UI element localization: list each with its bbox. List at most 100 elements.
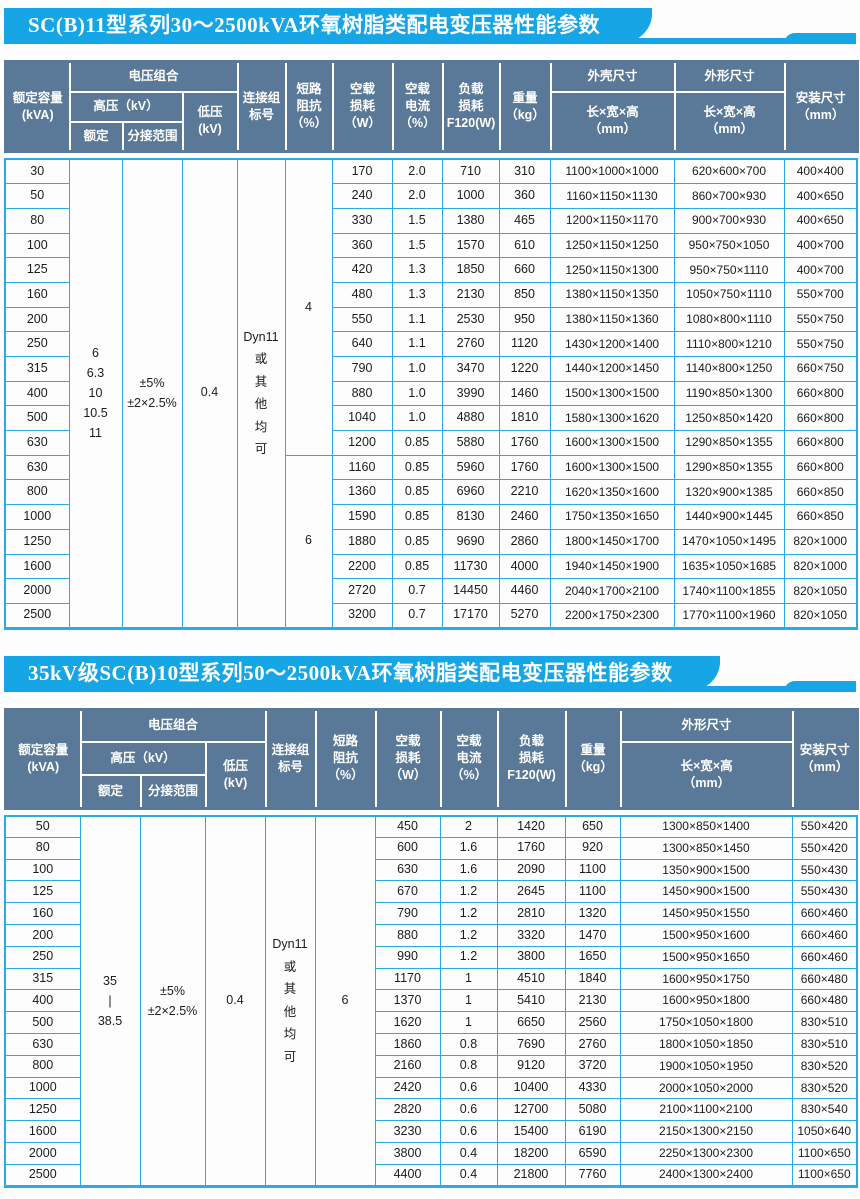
table-cell: 4	[284, 158, 333, 456]
table-cell: 1140×800×1250	[673, 356, 785, 382]
table-cell: 2	[439, 815, 498, 838]
table-cell: 1900×1050×1950	[619, 1054, 793, 1078]
table-cell: 170	[331, 158, 393, 185]
table-cell: 2210	[498, 479, 551, 506]
table-cell: 1	[439, 967, 498, 991]
table-cell: 670	[374, 880, 441, 904]
table-cell: 1200×1150×1170	[549, 207, 675, 234]
table-cell: 4000	[498, 553, 551, 580]
table-row: 125 420 1.3 1850 660 1250×1150×1300 950×750×11…	[4, 257, 858, 283]
table-cell: 2810	[496, 902, 566, 926]
table-cell: 5880	[441, 430, 500, 456]
table-cell: 1360	[331, 479, 393, 506]
table-cell: 550	[331, 306, 393, 333]
table-row: 100 360 1.5 1570 610 1250×1150×1250 950×750×10…	[4, 232, 858, 259]
table-cell: Dyn11 或 其 他 均 可	[236, 158, 286, 629]
table2-body: 50 35 | 38.5 ±5% ±2×2.5% 0.4 Dyn11 或 其 他 均 可…	[4, 814, 858, 1188]
header-row-1: 额定容量 (kVA) 电压组合 连接组 标号 短路 阻抗 （%） 空载 损耗 （…	[4, 708, 859, 810]
header-load-loss: 负载 损耗 F120(W)	[441, 60, 501, 153]
table-row: 500 1620 1 6650 2560 1750×1050×1800 830×510	[4, 1011, 858, 1035]
table-cell: 1050×640	[791, 1120, 858, 1144]
table-cell: 0.7	[391, 578, 443, 604]
title-underline-tail	[784, 33, 856, 44]
table-cell: 1460	[498, 380, 551, 407]
table1-body: 30 6 6.3 10 10.5 11 ±5% ±2×2.5% 0.4 Dyn11 或 …	[4, 158, 858, 630]
table-cell: 3800	[374, 1142, 441, 1165]
table-cell: 1810	[498, 405, 551, 432]
header-load-loss: 负载 损耗 F120(W)	[496, 708, 567, 810]
table-cell: 6960	[441, 479, 500, 506]
table-row: 315 1170 1 4510 1840 1600×950×1750 660×480	[4, 967, 858, 991]
table-cell: 610	[498, 232, 551, 259]
table-cell: 660×460	[791, 902, 858, 926]
table-cell: 7760	[564, 1163, 621, 1187]
table-row: 200 880 1.2 3320 1470 1500×950×1600 660×460	[4, 924, 858, 947]
table-cell: Dyn11 或 其 他 均 可	[264, 815, 316, 1187]
header-capacity: 额定容量 (kVA)	[4, 708, 82, 810]
header-shape-size: 外形尺寸	[619, 708, 794, 744]
table-cell: 1750×1050×1800	[619, 1011, 793, 1035]
section1-title-text: SC(B)11型系列30～2500kVA环氧树脂类配电变压器性能参数	[28, 13, 600, 37]
table-cell: 17170	[441, 602, 500, 629]
table-cell: 2130	[564, 989, 621, 1013]
table-cell: 400×650	[783, 183, 858, 209]
table-cell: 5270	[498, 602, 551, 629]
table-cell: 1100×650	[791, 1163, 858, 1187]
section2-title: 35kV级SC(B)10型系列50～2500kVA环氧树脂类配电变压器性能参数	[4, 655, 720, 692]
table-cell: 2500	[4, 602, 70, 629]
table-cell: ±5% ±2×2.5%	[139, 815, 206, 1187]
table-cell: 2000×1050×2000	[619, 1076, 793, 1100]
table-row: 2000 2720 0.7 14450 4460 2040×1700×2100 1740×1…	[4, 578, 858, 604]
header-hv-rated: 额定	[79, 774, 142, 810]
table-cell: 800	[4, 1054, 81, 1078]
table-cell: 0.4	[439, 1163, 498, 1187]
table-cell: 6190	[564, 1120, 621, 1144]
table-row: 100 630 1.6 2090 1100 1350×900×1500 550×430	[4, 858, 858, 882]
table-cell: 240	[331, 183, 393, 209]
table-cell: 2760	[441, 331, 500, 357]
table-row: 160 480 1.3 2130 850 1380×1150×1350 1050×750×1…	[4, 281, 858, 308]
table-cell: 360	[498, 183, 551, 209]
table-cell: 620×600×700	[673, 158, 785, 185]
table-cell: 1430×1200×1400	[549, 331, 675, 357]
table-cell: 0.85	[391, 504, 443, 530]
table-cell: 1.1	[391, 331, 443, 357]
table-cell: 550×750	[783, 331, 858, 357]
table-cell: 100	[4, 858, 81, 882]
table-cell: 710	[441, 158, 500, 185]
table-cell: 1250	[4, 1098, 81, 1122]
table-cell: 2090	[496, 858, 566, 882]
table-cell: 200	[4, 924, 81, 947]
table-cell: 80	[4, 207, 70, 234]
table-cell: 4400	[374, 1163, 441, 1187]
table-cell: 920	[564, 836, 621, 860]
table-cell: 1160×1150×1130	[549, 183, 675, 209]
table-cell: 1760	[498, 430, 551, 456]
table-cell: 830×520	[791, 1054, 858, 1078]
table-cell: 950×750×1050	[673, 232, 785, 259]
table-cell: 1300×850×1450	[619, 836, 793, 860]
section1-title: SC(B)11型系列30～2500kVA环氧树脂类配电变压器性能参数	[4, 8, 652, 44]
table-cell: 2200	[331, 553, 393, 580]
header-shell-lwh: 长×宽×高 （mm）	[549, 90, 676, 153]
table-cell: 1370	[374, 989, 441, 1013]
table-cell: 2760	[564, 1033, 621, 1056]
table-row: 80 330 1.5 1380 465 1200×1150×1170 900×700×930…	[4, 207, 858, 234]
table-cell: 400×700	[783, 257, 858, 283]
table-cell: 550×700	[783, 281, 858, 308]
table-row: 400 880 1.0 3990 1460 1500×1300×1500 1190×850×…	[4, 380, 858, 407]
table-cell: 1250×1150×1300	[549, 257, 675, 283]
header-row-3: 额定 分接范围	[6, 774, 858, 810]
table-cell: 1450×900×1500	[619, 880, 793, 904]
table-cell: 1450×950×1550	[619, 902, 793, 926]
table-cell: 1.3	[391, 281, 443, 308]
table-cell: 830×510	[791, 1033, 858, 1056]
table-cell: 660×750	[783, 356, 858, 382]
table-cell: 800	[4, 479, 70, 506]
table1-header: 额定容量 (kVA) 电压组合 连接组 标号 短路 阻抗 （%） 空载 损耗 （…	[4, 60, 860, 153]
table-cell: 1.5	[391, 207, 443, 234]
table-cell: 0.85	[391, 454, 443, 481]
header-hv: 高压（kV）	[79, 741, 207, 777]
table-cell: 1250	[4, 528, 70, 555]
header-shell-size: 外壳尺寸	[549, 60, 676, 93]
